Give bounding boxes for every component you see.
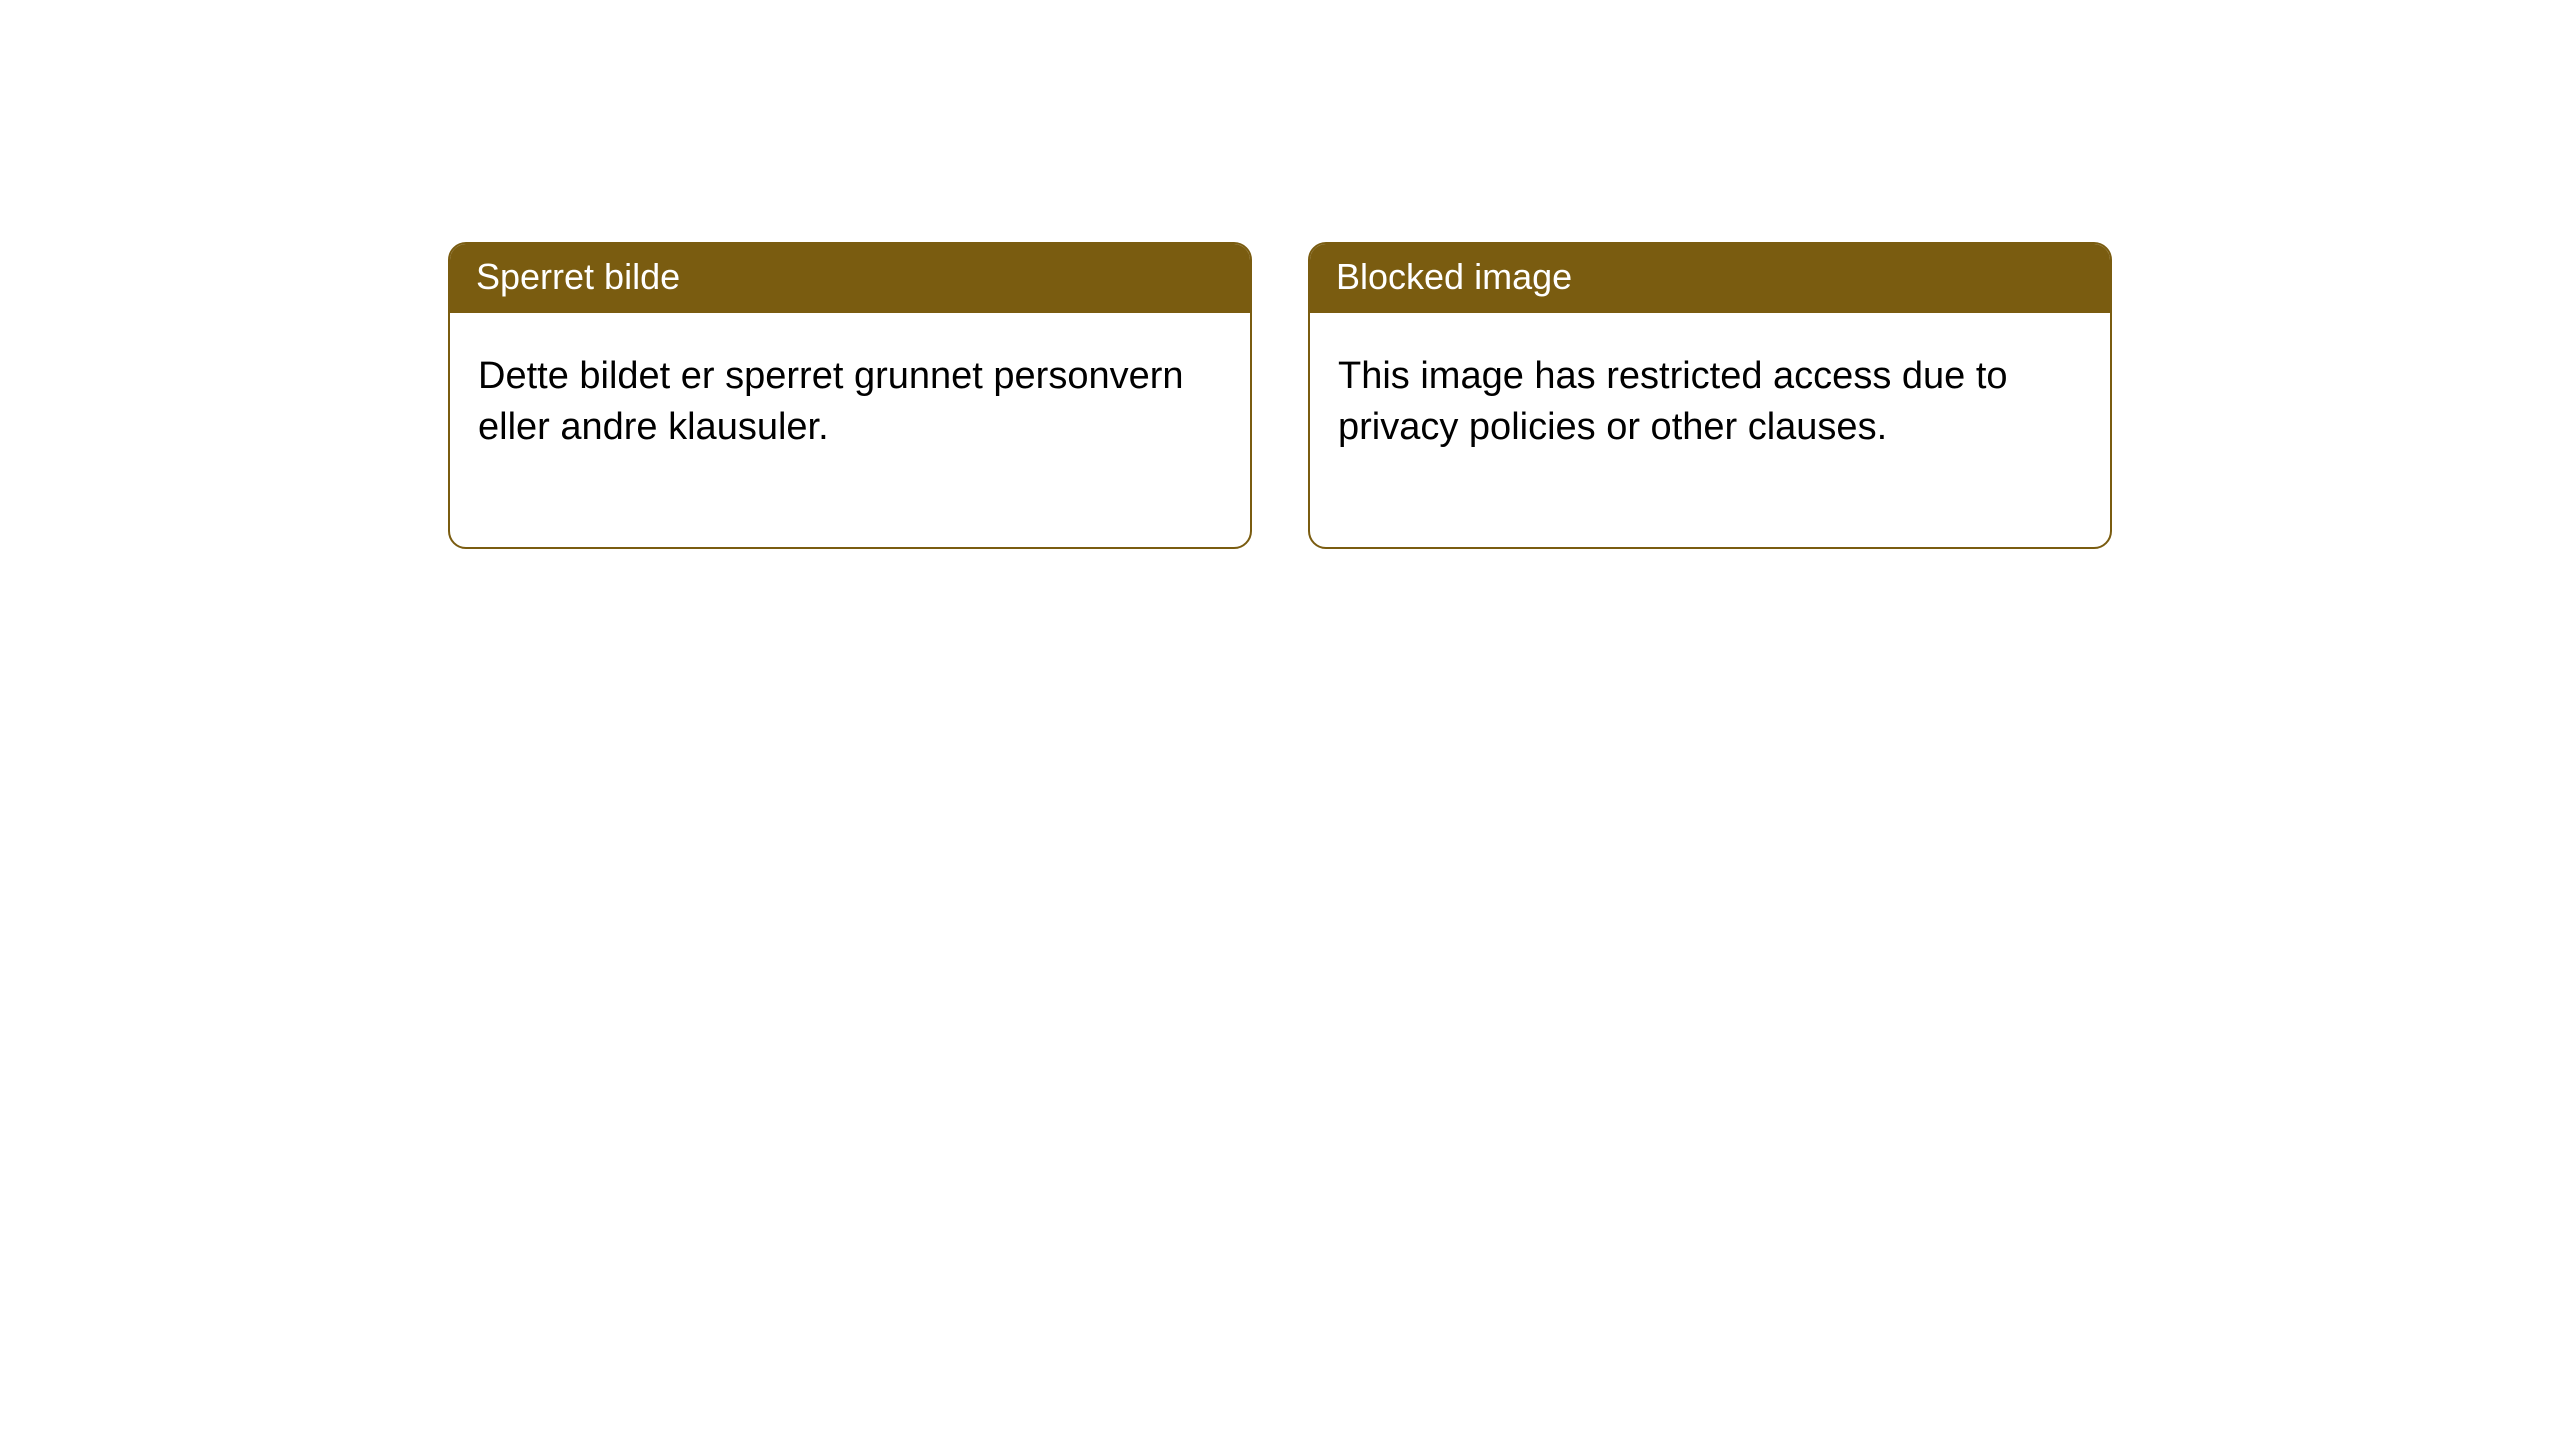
notice-card-en: Blocked image This image has restricted … [1308,242,2112,549]
notice-container: Sperret bilde Dette bildet er sperret gr… [0,0,2560,549]
notice-title-no: Sperret bilde [450,244,1250,313]
notice-title-en: Blocked image [1310,244,2110,313]
notice-card-no: Sperret bilde Dette bildet er sperret gr… [448,242,1252,549]
notice-body-en: This image has restricted access due to … [1310,313,2110,498]
notice-body-no: Dette bildet er sperret grunnet personve… [450,313,1250,548]
